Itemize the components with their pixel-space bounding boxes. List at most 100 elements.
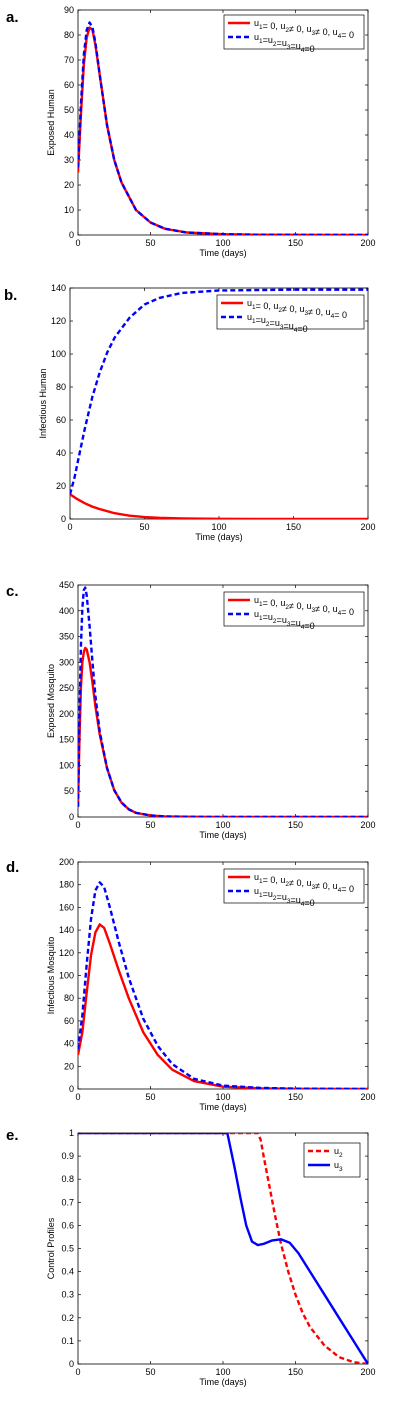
legend-label-1: u1=u2=u3=u4=0 [247, 312, 308, 334]
y-tick-label: 100 [59, 760, 74, 770]
legend-box [216, 294, 365, 330]
x-tick-label: 100 [215, 238, 230, 248]
legend-label-0: u1= 0, u2≠ 0, u3≠ 0, u4= 0 [254, 872, 354, 894]
x-tick-label: 150 [288, 1367, 303, 1377]
y-tick-label: 20 [64, 180, 74, 190]
y-tick-label: 20 [56, 481, 66, 491]
y-tick-label: 0.5 [61, 1244, 74, 1254]
panel-label: c. [6, 583, 19, 600]
x-tick-label: 200 [360, 1367, 375, 1377]
y-tick-label: 20 [64, 1061, 74, 1071]
y-tick-label: 120 [59, 948, 74, 958]
y-tick-label: 0 [69, 1359, 74, 1369]
x-tick-label: 50 [139, 522, 149, 532]
x-tick-label: 200 [360, 522, 375, 532]
legend-box [223, 591, 365, 627]
x-tick-label: 50 [145, 1092, 155, 1102]
y-axis-label: Exposed Mosquito [46, 664, 56, 738]
legend-label-0: u2 [334, 1146, 343, 1159]
x-tick-label: 0 [75, 238, 80, 248]
y-tick-label: 200 [59, 857, 74, 867]
x-tick-label: 150 [288, 820, 303, 830]
x-tick-label: 100 [215, 1092, 230, 1102]
y-tick-label: 80 [64, 30, 74, 40]
legend-box [223, 14, 365, 50]
y-axis-label: Control Profiles [46, 1217, 56, 1279]
y-axis-label: Exposed Human [46, 89, 56, 156]
x-tick-label: 50 [145, 1367, 155, 1377]
y-tick-label: 0.1 [61, 1336, 74, 1346]
x-tick-label: 50 [145, 820, 155, 830]
y-tick-label: 0.2 [61, 1313, 74, 1323]
legend-label-1: u3 [334, 1160, 343, 1173]
y-axis-label: Infectious Mosquito [46, 937, 56, 1015]
y-tick-label: 0 [69, 1084, 74, 1094]
legend-label-0: u1= 0, u2≠ 0, u3≠ 0, u4= 0 [247, 298, 347, 320]
y-tick-label: 10 [64, 205, 74, 215]
x-axis-label: Time (days) [199, 1377, 246, 1387]
series-line-1 [70, 288, 368, 495]
series-line-0 [70, 493, 368, 519]
panel-label: a. [6, 9, 19, 26]
y-tick-label: 150 [59, 735, 74, 745]
x-tick-label: 200 [360, 238, 375, 248]
series-line-1 [78, 881, 368, 1089]
x-tick-label: 150 [288, 238, 303, 248]
y-tick-label: 140 [51, 283, 66, 293]
legend-label-0: u1= 0, u2≠ 0, u3≠ 0, u4= 0 [254, 595, 354, 617]
y-tick-label: 400 [59, 606, 74, 616]
y-tick-label: 200 [59, 709, 74, 719]
panel-label: e. [6, 1127, 19, 1144]
y-tick-label: 40 [56, 448, 66, 458]
x-tick-label: 150 [288, 1092, 303, 1102]
chart-panel-d: d. 0 20 40 60 80 100 120 140 160 180 200 0 50 100 150 20… [6, 857, 376, 1112]
panel-label: b. [4, 287, 17, 304]
y-tick-label: 60 [56, 415, 66, 425]
y-tick-label: 0.6 [61, 1220, 74, 1230]
y-tick-label: 180 [59, 880, 74, 890]
series-line-1 [78, 21, 368, 235]
x-tick-label: 0 [75, 1367, 80, 1377]
series-line-0 [78, 1133, 368, 1364]
chart-panel-e: e. 0 0.1 0.2 0.3 0.4 0.5 0.6 0.7 0.8 0.9 1 0 50 100 150… [6, 1127, 376, 1387]
legend-label-0: u1= 0, u2≠ 0, u3≠ 0, u4= 0 [254, 18, 354, 40]
series-line-0 [78, 26, 368, 235]
y-tick-label: 40 [64, 1039, 74, 1049]
series-line-1 [78, 1133, 368, 1364]
x-axis-label: Time (days) [199, 1102, 246, 1112]
y-tick-label: 60 [64, 1016, 74, 1026]
y-tick-label: 140 [59, 925, 74, 935]
y-tick-label: 250 [59, 683, 74, 693]
y-tick-label: 0.4 [61, 1267, 74, 1277]
series-line-0 [78, 923, 368, 1089]
y-tick-label: 80 [64, 993, 74, 1003]
x-tick-label: 100 [215, 820, 230, 830]
x-tick-label: 0 [67, 522, 72, 532]
series-line-1 [78, 586, 368, 817]
x-tick-label: 200 [360, 820, 375, 830]
y-tick-label: 120 [51, 316, 66, 326]
y-tick-label: 90 [64, 5, 74, 15]
chart-panel-b: b. 0 20 40 60 80 100 120 140 0 50 100 150 200 Time (da… [4, 283, 376, 542]
chart-panel-c: c. 0 50 100 150 200 250 300 350 400 450 0 50 100 150 20… [6, 580, 376, 840]
y-tick-label: 60 [64, 80, 74, 90]
x-axis-label: Time (days) [199, 248, 246, 258]
y-tick-label: 0.9 [61, 1151, 74, 1161]
series-line-0 [78, 646, 368, 817]
y-tick-label: 0.8 [61, 1174, 74, 1184]
y-tick-label: 100 [51, 349, 66, 359]
y-tick-label: 30 [64, 155, 74, 165]
y-tick-label: 100 [59, 971, 74, 981]
y-axis-label: Infectious Human [38, 368, 48, 438]
legend-label-1: u1=u2=u3=u4=0 [254, 609, 315, 631]
y-tick-label: 50 [64, 786, 74, 796]
panel-label: d. [6, 859, 19, 876]
y-tick-label: 300 [59, 657, 74, 667]
x-axis-label: Time (days) [195, 532, 242, 542]
x-tick-label: 200 [360, 1092, 375, 1102]
legend-label-1: u1=u2=u3=u4=0 [254, 886, 315, 908]
x-tick-label: 100 [211, 522, 226, 532]
y-tick-label: 40 [64, 130, 74, 140]
y-tick-label: 0 [69, 812, 74, 822]
